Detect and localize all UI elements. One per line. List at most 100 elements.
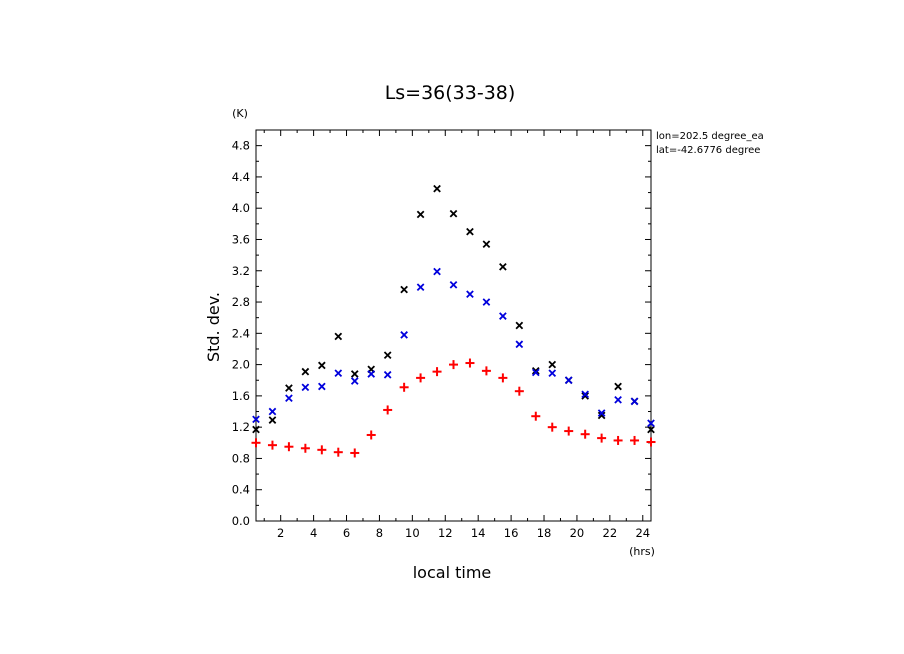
data-point-series-2 [449,280,458,289]
data-point-series-2 [383,370,392,379]
data-point-series-2 [614,395,622,404]
data-point-series-3 [284,442,294,452]
chart-title: Ls=36(33-38) [385,82,516,104]
data-point-series-2 [416,283,425,292]
data-point-series-2 [268,407,277,416]
data-point-series-2 [630,397,639,406]
data-point-series-1 [548,360,557,369]
data-point-series-1 [614,382,622,391]
data-point-series-3 [399,382,409,392]
y-tick-label: 3.2 [232,264,250,278]
y-tick-label: 2.4 [232,326,250,340]
data-point-series-3 [465,358,475,368]
data-point-series-3 [564,426,574,436]
x-axis-label: local time [413,563,492,582]
y-tick-label: 4.0 [232,201,250,215]
data-point-series-2 [597,409,606,417]
data-point-series-1 [285,384,293,392]
data-point-series-1 [317,361,326,370]
data-point-series-1 [449,209,458,218]
data-point-series-3 [251,438,261,448]
data-point-series-2 [499,312,507,320]
plot-frame [255,129,652,522]
data-point-series-3 [449,360,458,370]
y-axis-label: Std. dev. [204,292,223,362]
x-tick-label: 22 [603,526,618,540]
data-point-series-1 [400,285,408,294]
y-tick-label: 2.0 [232,358,250,372]
data-point-series-3 [481,366,491,376]
annotation-lon: lon=202.5 degree_ea [656,131,764,142]
y-unit-label: (K) [232,107,248,120]
data-point-series-2 [252,415,260,424]
y-tick-label: 0.0 [232,514,250,528]
y-tick-label: 0.4 [232,483,250,497]
data-point-series-2 [531,368,540,377]
data-point-series-3 [547,422,557,432]
data-point-series-2 [466,290,474,299]
data-point-series-1 [334,332,343,341]
data-point-series-3 [366,430,376,440]
data-point-series-1 [383,351,392,360]
data-point-series-2 [581,390,590,399]
data-point-series-3 [317,445,327,455]
x-tick-label: 4 [310,526,317,540]
data-point-series-1 [515,321,524,330]
data-point-series-2 [334,369,343,378]
data-point-series-3 [416,373,426,383]
data-point-series-3 [267,440,277,450]
y-tick-label: 0.8 [232,451,250,465]
data-point-series-2 [400,331,408,339]
data-point-series-1 [531,367,540,375]
data-point-series-2 [482,298,491,306]
y-tick-label: 2.8 [232,295,250,309]
x-tick-label: 8 [376,526,383,540]
data-point-series-1 [466,227,474,236]
y-tick-label: 1.6 [232,389,250,403]
data-point-series-2 [548,369,557,378]
data-point-series-3 [531,411,541,421]
data-point-series-1 [301,367,310,376]
data-point-series-2 [285,394,293,403]
data-point-series-3 [300,443,310,453]
y-tick-label: 4.4 [232,170,250,184]
data-point-series-3 [514,386,524,396]
data-point-series-2 [350,377,359,385]
x-tick-label: 24 [635,526,650,540]
x-tick-label: 20 [570,526,585,540]
data-point-series-1 [268,416,277,424]
annotation-lat: lat=-42.6776 degree [656,145,760,156]
data-point-series-2 [647,419,655,428]
data-point-series-3 [630,435,640,445]
data-point-series-1 [482,240,491,249]
y-tick-label: 3.6 [232,232,250,246]
data-point-series-3 [597,433,607,443]
x-unit-label: (hrs) [629,545,655,558]
x-tick-label: 6 [343,526,350,540]
x-tick-label: 2 [277,526,284,540]
data-point-series-3 [350,448,360,458]
data-point-series-3 [613,435,623,445]
data-point-series-2 [515,340,524,349]
data-point-series-3 [646,437,656,447]
data-point-series-2 [367,370,376,378]
data-point-series-3 [580,429,590,439]
x-tick-label: 14 [471,526,486,540]
x-tick-label: 18 [537,526,552,540]
data-point-series-3 [383,405,393,415]
data-point-series-1 [416,210,425,219]
data-point-series-1 [350,370,359,378]
data-point-series-1 [581,392,590,400]
data-point-series-1 [499,263,507,271]
data-point-series-1 [252,425,260,434]
x-tick-label: 12 [438,526,453,540]
data-point-series-2 [317,382,326,391]
y-tick-label: 1.2 [232,420,250,434]
data-point-series-3 [333,447,343,457]
x-tick-label: 16 [504,526,519,540]
data-point-series-1 [647,425,655,434]
data-point-series-2 [433,267,441,276]
data-point-series-2 [564,376,573,385]
data-point-series-2 [301,383,310,392]
